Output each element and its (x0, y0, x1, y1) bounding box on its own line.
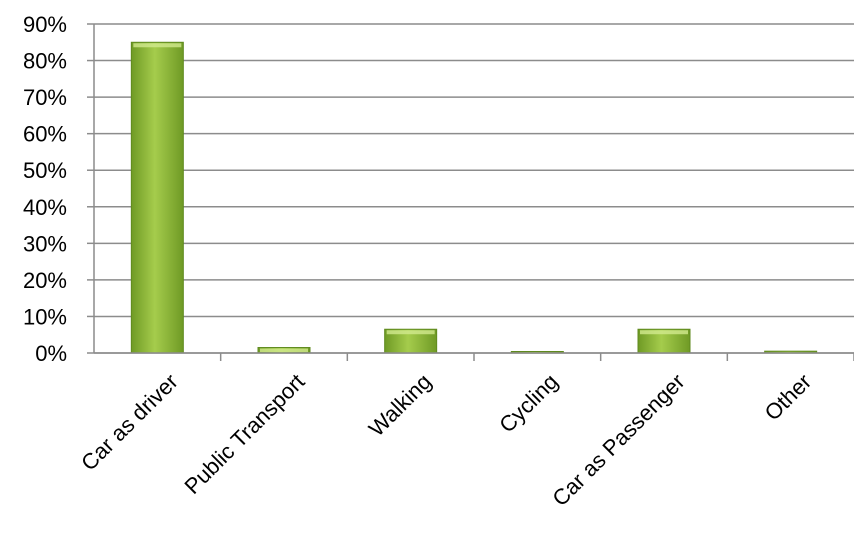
y-tick-label: 30% (23, 231, 67, 256)
y-axis-ticks: 0% 10% 20% 30% 40% 50% 60% 70% 80% 90% (23, 12, 94, 366)
y-tick-label: 70% (23, 85, 67, 110)
x-category-label: Walking (364, 369, 436, 441)
bars (130, 41, 818, 354)
y-tick-label: 40% (23, 195, 67, 220)
bar-car-as-driver (130, 41, 184, 354)
x-category-label: Car as Passenger (547, 369, 689, 511)
y-tick-label: 60% (23, 122, 67, 147)
gridlines (94, 23, 854, 354)
y-tick-label: 20% (23, 268, 67, 293)
y-tick-label: 90% (23, 12, 67, 37)
y-tick-label: 50% (23, 158, 67, 183)
bar-highlight (260, 348, 308, 352)
bar-highlight (640, 330, 688, 335)
bar-highlight (133, 43, 182, 48)
y-tick-label: 0% (35, 341, 67, 366)
x-axis (93, 24, 854, 361)
bar-highlight (386, 330, 435, 335)
x-category-label: Car as driver (76, 369, 183, 476)
x-category-label: Cycling (494, 369, 563, 438)
y-tick-label: 10% (23, 304, 67, 329)
y-tick-label: 80% (23, 49, 67, 74)
x-category-label: Public Transport (179, 369, 309, 499)
x-category-label: Other (760, 369, 817, 426)
